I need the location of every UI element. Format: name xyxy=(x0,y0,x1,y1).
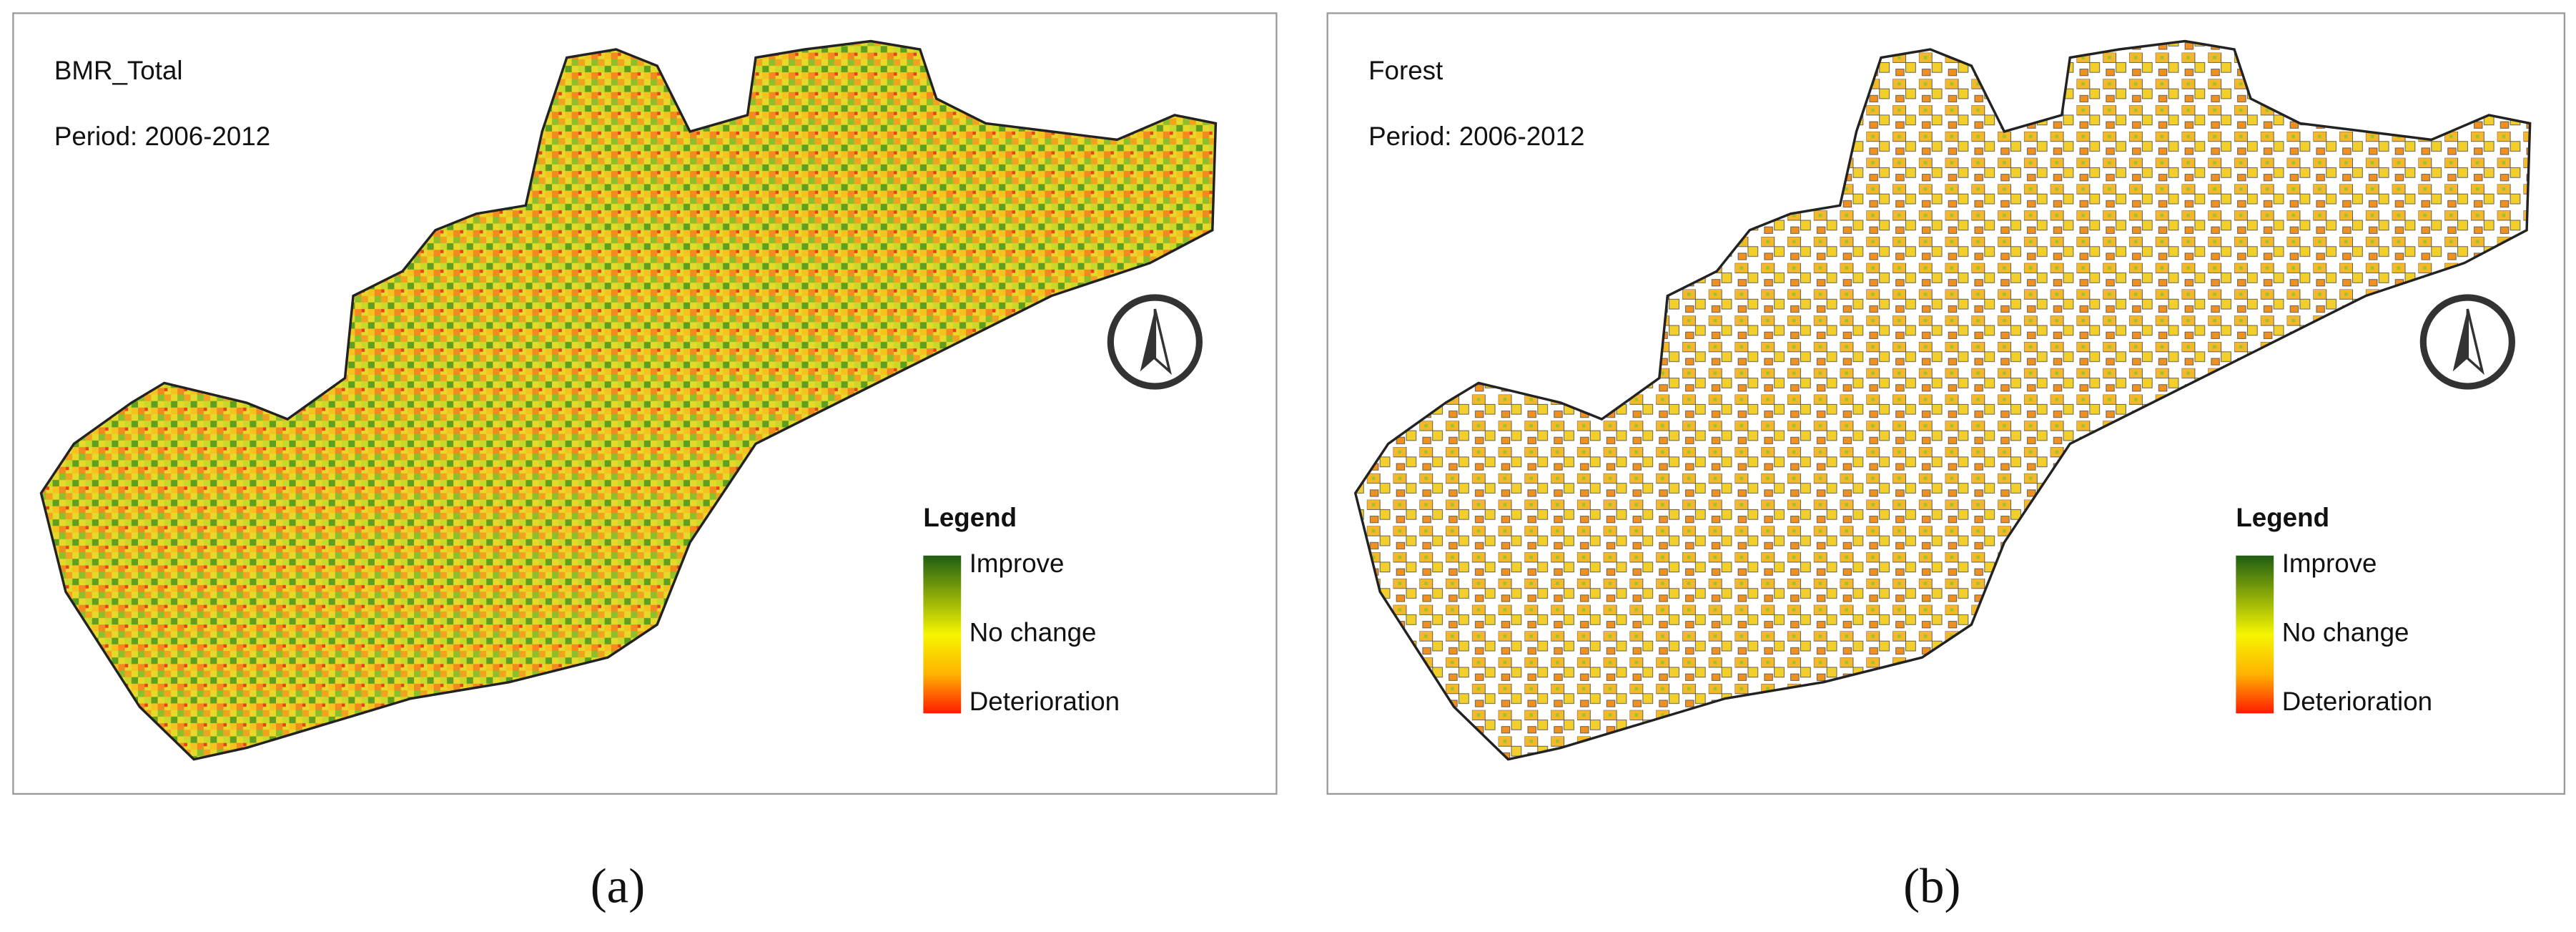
legend-label: No change xyxy=(969,618,1097,647)
legend-label: Deterioration xyxy=(2282,687,2432,716)
map-title: BMR_Total xyxy=(54,56,183,85)
north-arrow xyxy=(1110,298,1199,386)
period: Period: 2006-2012 xyxy=(54,122,270,151)
map-title: Forest xyxy=(1368,56,1443,85)
period: Period: 2006-2012 xyxy=(1368,122,1584,151)
panel-a: BMR_Total Period: 2006-2012 Legend Impro… xyxy=(12,12,1278,913)
legend-label: Improve xyxy=(969,549,1065,578)
panel-b: Forest Period: 2006-2012 Legend Improve … xyxy=(1326,12,2566,913)
legend-label: Deterioration xyxy=(969,687,1120,716)
legend-colorbar xyxy=(923,555,962,714)
legend-label: Improve xyxy=(2282,549,2377,578)
caption: (a) xyxy=(591,858,646,913)
legend-colorbar xyxy=(2236,555,2274,714)
legend-label: No change xyxy=(2282,618,2409,647)
caption: (b) xyxy=(1903,858,1960,913)
legend-title: Legend xyxy=(2236,503,2329,532)
legend-title: Legend xyxy=(923,503,1017,532)
north-arrow xyxy=(2423,298,2512,386)
